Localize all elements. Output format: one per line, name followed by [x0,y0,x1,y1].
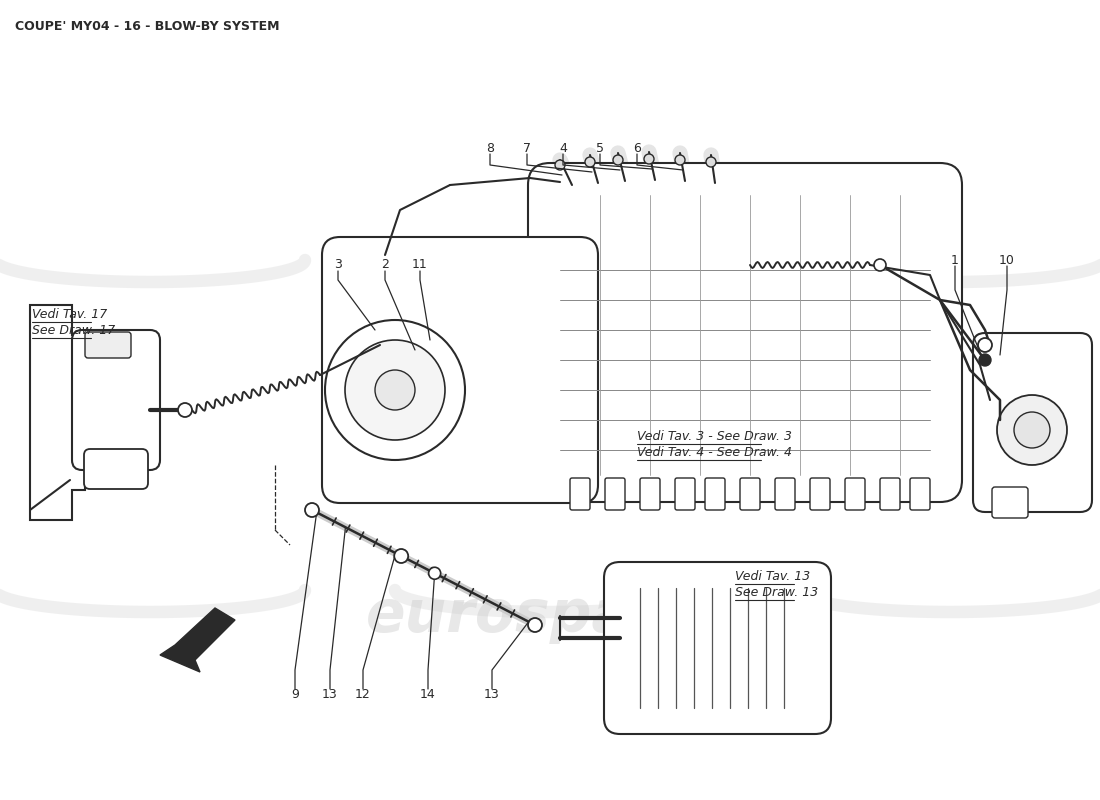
Circle shape [324,320,465,460]
Circle shape [706,157,716,167]
Circle shape [644,154,654,164]
Text: Vedi Tav. 17: Vedi Tav. 17 [32,308,107,321]
Polygon shape [30,305,85,520]
Text: 13: 13 [322,689,338,702]
Text: eurospares: eurospares [365,586,735,643]
Text: See Draw. 13: See Draw. 13 [735,586,818,599]
Text: 7: 7 [522,142,531,154]
Text: 5: 5 [596,142,604,154]
Text: 1: 1 [952,254,959,266]
FancyBboxPatch shape [604,562,830,734]
Text: See Draw. 17: See Draw. 17 [32,324,116,337]
Text: 2: 2 [381,258,389,271]
FancyBboxPatch shape [974,333,1092,512]
Text: 13: 13 [484,689,499,702]
Circle shape [394,549,408,563]
FancyBboxPatch shape [675,478,695,510]
Text: See Draw. 17: See Draw. 17 [32,324,116,337]
Circle shape [675,155,685,165]
Circle shape [978,338,992,352]
Text: 10: 10 [999,254,1015,266]
FancyBboxPatch shape [322,237,598,503]
Text: Vedi Tav. 13: Vedi Tav. 13 [735,570,811,583]
FancyBboxPatch shape [910,478,930,510]
Text: eurospares: eurospares [365,257,735,314]
Circle shape [1014,412,1050,448]
Polygon shape [160,608,235,672]
FancyBboxPatch shape [640,478,660,510]
FancyBboxPatch shape [810,478,830,510]
Text: Vedi Tav. 13: Vedi Tav. 13 [735,570,810,583]
Circle shape [874,259,886,271]
Text: COUPE' MY04 - 16 - BLOW-BY SYSTEM: COUPE' MY04 - 16 - BLOW-BY SYSTEM [15,20,279,33]
Circle shape [997,395,1067,465]
Circle shape [345,340,446,440]
Text: See Draw. 13: See Draw. 13 [735,586,818,599]
FancyBboxPatch shape [605,478,625,510]
FancyBboxPatch shape [570,478,590,510]
FancyBboxPatch shape [85,332,131,358]
Text: Vedi Tav. 17: Vedi Tav. 17 [32,308,108,321]
Text: Vedi Tav. 3 - See Draw. 3: Vedi Tav. 3 - See Draw. 3 [637,430,792,443]
Circle shape [585,157,595,167]
Text: 4: 4 [559,142,566,154]
Circle shape [429,567,441,579]
Text: 11: 11 [412,258,428,271]
FancyBboxPatch shape [992,487,1028,518]
FancyBboxPatch shape [740,478,760,510]
Circle shape [528,618,542,632]
Text: 12: 12 [355,689,371,702]
Text: 6: 6 [634,142,641,154]
FancyBboxPatch shape [880,478,900,510]
FancyBboxPatch shape [528,163,962,502]
Circle shape [613,155,623,165]
FancyBboxPatch shape [705,478,725,510]
Text: 14: 14 [420,689,436,702]
Text: Vedi Tav. 3 - See Draw. 3: Vedi Tav. 3 - See Draw. 3 [637,430,791,443]
Text: Vedi Tav. 4 - See Draw. 4: Vedi Tav. 4 - See Draw. 4 [637,446,792,459]
Circle shape [556,160,565,170]
FancyBboxPatch shape [776,478,795,510]
FancyBboxPatch shape [72,330,160,470]
Text: 3: 3 [334,258,342,271]
Text: 9: 9 [292,689,299,702]
Circle shape [178,403,192,417]
Circle shape [305,503,319,517]
FancyBboxPatch shape [84,449,148,489]
Text: 8: 8 [486,142,494,154]
FancyBboxPatch shape [845,478,865,510]
Text: Vedi Tav. 4 - See Draw. 4: Vedi Tav. 4 - See Draw. 4 [637,446,791,459]
Circle shape [375,370,415,410]
Circle shape [979,354,991,366]
